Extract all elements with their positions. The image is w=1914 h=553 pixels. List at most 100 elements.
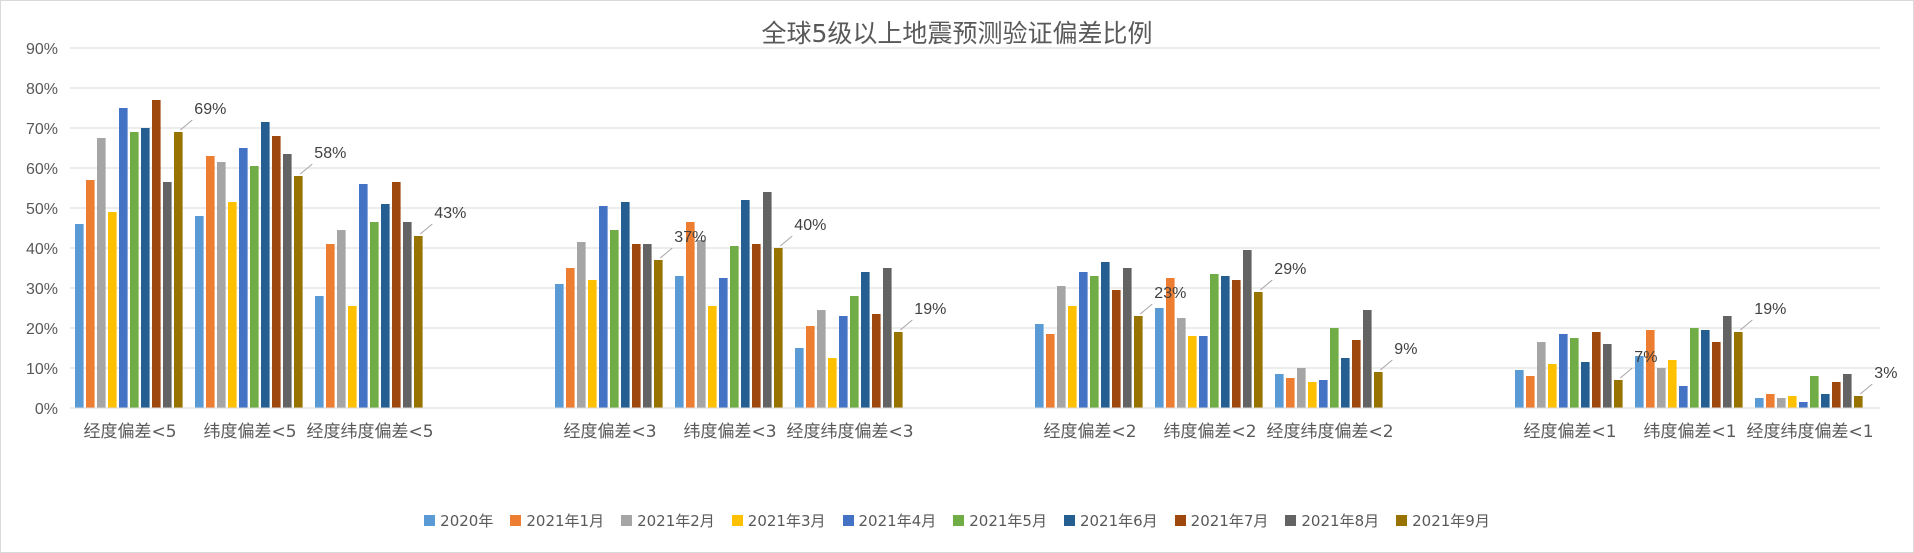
bar <box>272 136 281 408</box>
legend-label: 2021年4月 <box>858 512 937 530</box>
data-label-leader <box>779 235 793 247</box>
data-label-leader <box>1739 319 1753 331</box>
chart-legend: 2020年 2021年1月 2021年2月 2021年3月 2021年4月 2021年5月… <box>0 510 1914 531</box>
y-tick-label: 20% <box>26 321 58 338</box>
bar <box>828 358 837 408</box>
bar <box>1210 274 1219 408</box>
legend-item: 2021年4月 <box>842 510 937 531</box>
legend-label: 2021年2月 <box>637 512 715 530</box>
bar <box>1701 330 1710 408</box>
bar <box>1690 328 1699 408</box>
bar <box>86 180 95 408</box>
bar <box>1286 378 1295 408</box>
bar <box>1035 324 1044 408</box>
bar <box>1592 332 1601 408</box>
bar <box>1308 382 1317 408</box>
data-label: 40% <box>794 217 826 234</box>
bar <box>883 268 892 408</box>
bar <box>1275 374 1284 408</box>
bar <box>730 246 739 408</box>
x-tick-label: 经度纬度偏差<5 <box>306 422 433 442</box>
legend-item: 2021年1月 <box>510 510 604 531</box>
x-tick-label: 经度纬度偏差<3 <box>786 422 913 442</box>
bar <box>1766 394 1775 408</box>
bar <box>141 128 150 408</box>
bar <box>708 306 717 408</box>
legend-item: 2021年8月 <box>1285 510 1379 531</box>
legend-label: 2021年7月 <box>1190 512 1269 530</box>
bar <box>174 132 183 408</box>
bar <box>326 244 335 408</box>
data-label: 7% <box>1634 349 1657 366</box>
legend-item: 2021年7月 <box>1174 510 1269 531</box>
x-tick-label: 经度偏差<1 <box>1523 422 1616 442</box>
bar <box>97 138 106 408</box>
legend-swatch <box>621 515 633 526</box>
bar <box>1581 362 1590 408</box>
data-label-leader <box>1259 279 1273 291</box>
bar <box>195 216 204 408</box>
bar <box>348 306 357 408</box>
bar <box>1821 394 1830 408</box>
bar <box>1832 382 1841 408</box>
bar <box>1570 338 1579 408</box>
bar <box>566 268 575 408</box>
bar <box>555 284 564 408</box>
chart-title: 全球5级以上地震预测验证偏差比例 <box>761 19 1153 48</box>
legend-item: 2020年 <box>424 510 493 531</box>
bar <box>686 222 695 408</box>
bar-chart: 0% 10% 20% 30% 40% 50% 60% 70% 80% 90% 69% 58% 43% 37… <box>26 41 1897 442</box>
data-label: 3% <box>1874 365 1897 382</box>
y-tick-label: 70% <box>26 121 58 138</box>
bar <box>621 202 630 408</box>
bar <box>1363 310 1372 408</box>
legend-swatch <box>1063 515 1075 526</box>
legend-swatch <box>731 515 743 526</box>
bar <box>1046 334 1055 408</box>
bar <box>599 206 608 408</box>
bar <box>1537 342 1546 408</box>
bar <box>108 212 117 408</box>
bar <box>632 244 641 408</box>
bar <box>1723 316 1732 408</box>
legend-swatch <box>953 515 965 526</box>
legend-label: 2021年3月 <box>747 512 826 530</box>
bar <box>1232 280 1241 408</box>
bar <box>1734 332 1743 408</box>
bar <box>1810 376 1819 408</box>
bar <box>1254 292 1263 408</box>
bar <box>1079 272 1088 408</box>
data-label-leader <box>659 247 673 259</box>
bar <box>839 316 848 408</box>
legend-label: 2021年9月 <box>1412 512 1490 530</box>
bar <box>403 222 412 408</box>
x-tick-label: 纬度偏差<5 <box>203 422 296 442</box>
bar <box>817 310 826 408</box>
legend-label: 2021年8月 <box>1301 512 1380 530</box>
bar <box>294 176 303 408</box>
legend-swatch <box>842 515 854 526</box>
bar <box>1221 276 1230 408</box>
legend-swatch <box>424 515 436 526</box>
legend-label: 2021年5月 <box>969 512 1047 530</box>
bar <box>228 202 237 408</box>
bar <box>850 296 859 408</box>
bar <box>719 278 728 408</box>
data-label-leader <box>299 163 313 175</box>
legend-label: 2021年6月 <box>1079 512 1158 530</box>
bar <box>239 148 248 408</box>
legend-item: 2021年6月 <box>1063 510 1158 531</box>
bar <box>774 248 783 408</box>
bar <box>1341 358 1350 408</box>
y-tick-label: 30% <box>26 281 58 298</box>
bar <box>1668 360 1677 408</box>
data-label: 43% <box>434 205 466 222</box>
bar <box>1188 336 1197 408</box>
bar <box>119 108 128 408</box>
legend-label: 2021年1月 <box>526 512 605 530</box>
bar <box>1646 330 1655 408</box>
x-tick-label: 经度偏差<3 <box>563 422 656 442</box>
legend-swatch <box>510 515 522 526</box>
bar <box>1090 276 1099 408</box>
bar <box>1635 356 1644 408</box>
